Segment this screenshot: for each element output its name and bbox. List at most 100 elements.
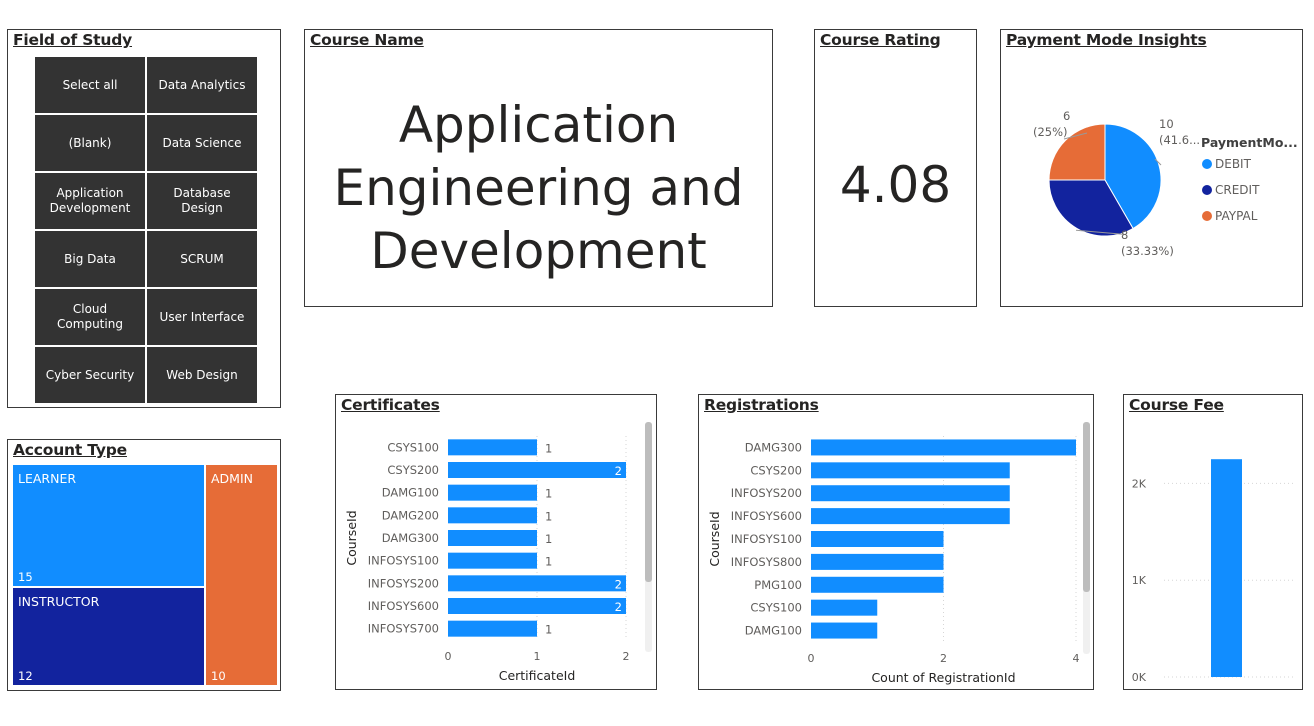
treemap-label: INSTRUCTOR bbox=[18, 594, 100, 609]
bar-csys100[interactable] bbox=[811, 599, 878, 616]
course-fee-bar[interactable] bbox=[1211, 459, 1242, 677]
course-name-line-1: Application bbox=[398, 96, 679, 154]
certificates-bar-chart: 0 1 2 CSYS100 1 CSYS200 2 DAMG100 1 DAMG200 1 DAMG3… bbox=[344, 422, 652, 683]
y-tick-label-csys200: CSYS200 bbox=[750, 463, 802, 477]
scrollbar-thumb[interactable] bbox=[1083, 422, 1090, 592]
course-name-title: Course Name bbox=[310, 31, 424, 49]
y-tick-label-csys200: CSYS200 bbox=[387, 463, 439, 477]
slicer-item-cloud-computing[interactable]: Cloud Computing bbox=[35, 289, 145, 345]
slicer-item-blank[interactable]: (Blank) bbox=[35, 115, 145, 171]
slicer-item-web-design[interactable]: Web Design bbox=[147, 347, 257, 403]
scrollbar-thumb[interactable] bbox=[645, 422, 652, 582]
x-axis-title: Count of RegistrationId bbox=[871, 670, 1015, 685]
course-rating-card: Course Rating 4.08 bbox=[814, 29, 977, 307]
pie-data-label-percent: (41.6... bbox=[1159, 133, 1200, 147]
certificates-card: Certificates 0 1 2 CSYS100 1 CSYS200 2 DAMG100 1… bbox=[335, 394, 657, 690]
bar-infosys700[interactable] bbox=[448, 620, 537, 637]
account-type-card: Account Type LEARNER 15 INSTRUCTOR 12 ADMIN 1… bbox=[7, 439, 281, 691]
account-type-title: Account Type bbox=[13, 441, 127, 459]
field-of-study-title: Field of Study bbox=[13, 31, 133, 49]
treemap-tile-instructor[interactable]: INSTRUCTOR 12 bbox=[13, 588, 204, 685]
slicer-item-application-development[interactable]: Application Development bbox=[35, 173, 145, 229]
course-name-line-3: Development bbox=[370, 222, 707, 280]
legend-marker-debit bbox=[1202, 159, 1212, 169]
bar-infosys600[interactable] bbox=[811, 508, 1010, 525]
y-tick-label-infosys800: INFOSYS800 bbox=[731, 555, 802, 569]
bar-data-label: 1 bbox=[545, 487, 552, 501]
slicer-item-select-all[interactable]: Select all bbox=[35, 57, 145, 113]
y-tick-label-damg100: DAMG100 bbox=[745, 624, 802, 638]
course-fee-title: Course Fee bbox=[1129, 396, 1224, 414]
course-rating-title: Course Rating bbox=[820, 31, 941, 49]
slicer-item-scrum[interactable]: SCRUM bbox=[147, 231, 257, 287]
y-tick-label-pmg100: PMG100 bbox=[754, 578, 802, 592]
payment-mode-card: Payment Mode Insights 10 (41.6... 8 (33.33%… bbox=[1000, 29, 1303, 307]
treemap-tile-admin[interactable]: ADMIN 10 bbox=[206, 465, 277, 685]
bar-pmg100[interactable] bbox=[811, 576, 944, 593]
bar-csys200[interactable] bbox=[448, 462, 626, 478]
bar-damg300[interactable] bbox=[448, 530, 537, 546]
bar-damg200[interactable] bbox=[448, 507, 537, 524]
pie-data-label-value: 10 bbox=[1159, 117, 1174, 131]
treemap-label: ADMIN bbox=[211, 471, 253, 486]
registrations-card: Registrations 0 2 4 DAMG300 CSYS200 INFOSYS20… bbox=[698, 394, 1094, 690]
pie-leader-line bbox=[1063, 132, 1088, 140]
bar-infosys800[interactable] bbox=[811, 553, 944, 570]
y-axis-title: CourseId bbox=[707, 511, 722, 566]
y-tick-label-infosys200: INFOSYS200 bbox=[731, 486, 802, 500]
legend-title: PaymentMo... bbox=[1201, 135, 1298, 150]
registrations-title: Registrations bbox=[704, 396, 819, 414]
bar-csys200[interactable] bbox=[811, 462, 1010, 479]
bar-data-label: 1 bbox=[545, 509, 552, 523]
bar-infosys200[interactable] bbox=[448, 575, 626, 592]
x-tick-label: 2 bbox=[623, 650, 630, 663]
y-tick-label-infosys100: INFOSYS100 bbox=[368, 554, 439, 568]
bar-infosys100[interactable] bbox=[448, 552, 537, 569]
treemap-value: 12 bbox=[18, 669, 33, 683]
legend-item-debit: DEBIT bbox=[1215, 157, 1252, 171]
slicer-item-data-science[interactable]: Data Science bbox=[147, 115, 257, 171]
course-name-card: Course Name Application Engineering and … bbox=[304, 29, 773, 307]
bar-damg100[interactable] bbox=[811, 622, 878, 639]
legend-marker-credit bbox=[1202, 185, 1212, 195]
bar-infosys100[interactable] bbox=[811, 531, 944, 547]
y-tick-label-csys100: CSYS100 bbox=[387, 440, 439, 454]
treemap-label: LEARNER bbox=[18, 471, 77, 486]
slicer-item-user-interface[interactable]: User Interface bbox=[147, 289, 257, 345]
x-tick-label: 1 bbox=[534, 650, 541, 663]
bar-infosys600[interactable] bbox=[448, 598, 626, 614]
x-tick-label: 2 bbox=[940, 652, 947, 665]
treemap-value: 15 bbox=[18, 570, 33, 584]
pie-slice-paypal[interactable] bbox=[1048, 123, 1106, 181]
slicer-item-database-design[interactable]: Database Design bbox=[147, 173, 257, 229]
treemap-tile-learner[interactable]: LEARNER 15 bbox=[13, 465, 204, 586]
legend-marker-paypal bbox=[1202, 211, 1212, 221]
y-tick-label-infosys200: INFOSYS200 bbox=[368, 576, 439, 590]
y-tick-label-damg100: DAMG100 bbox=[382, 486, 439, 500]
legend-item-paypal: PAYPAL bbox=[1215, 209, 1258, 223]
bar-infosys200[interactable] bbox=[811, 485, 1010, 502]
bar-data-label: 1 bbox=[545, 555, 552, 569]
pie-leader-line bbox=[1154, 158, 1162, 166]
bar-csys100[interactable] bbox=[448, 439, 537, 456]
registrations-bar-chart: 0 2 4 DAMG300 CSYS200 INFOSYS200 INFOSYS600 INF… bbox=[707, 422, 1090, 685]
y-tick-label-infosys700: INFOSYS700 bbox=[368, 622, 439, 636]
legend-item-credit: CREDIT bbox=[1215, 183, 1260, 197]
bar-damg100[interactable] bbox=[448, 484, 537, 501]
treemap-value: 10 bbox=[211, 669, 226, 683]
slicer-item-cyber-security[interactable]: Cyber Security bbox=[35, 347, 145, 403]
y-axis-title: CourseId bbox=[344, 510, 359, 565]
certificates-title: Certificates bbox=[341, 396, 440, 414]
pie-slice-credit[interactable] bbox=[1048, 179, 1134, 237]
bar-damg300[interactable] bbox=[811, 439, 1076, 456]
y-tick-label-damg200: DAMG200 bbox=[382, 508, 439, 522]
slicer-item-big-data[interactable]: Big Data bbox=[35, 231, 145, 287]
y-tick-label-infosys600: INFOSYS600 bbox=[368, 599, 439, 613]
bar-data-label: 1 bbox=[545, 532, 552, 546]
bar-data-label: 1 bbox=[545, 441, 552, 455]
bar-data-label: 1 bbox=[545, 623, 552, 637]
bar-data-label: 2 bbox=[615, 464, 622, 478]
pie-slice-debit[interactable] bbox=[1104, 123, 1162, 230]
field-of-study-card: Field of Study Select all Data Analytics(… bbox=[7, 29, 281, 408]
slicer-item-data-analytics[interactable]: Data Analytics bbox=[147, 57, 257, 113]
